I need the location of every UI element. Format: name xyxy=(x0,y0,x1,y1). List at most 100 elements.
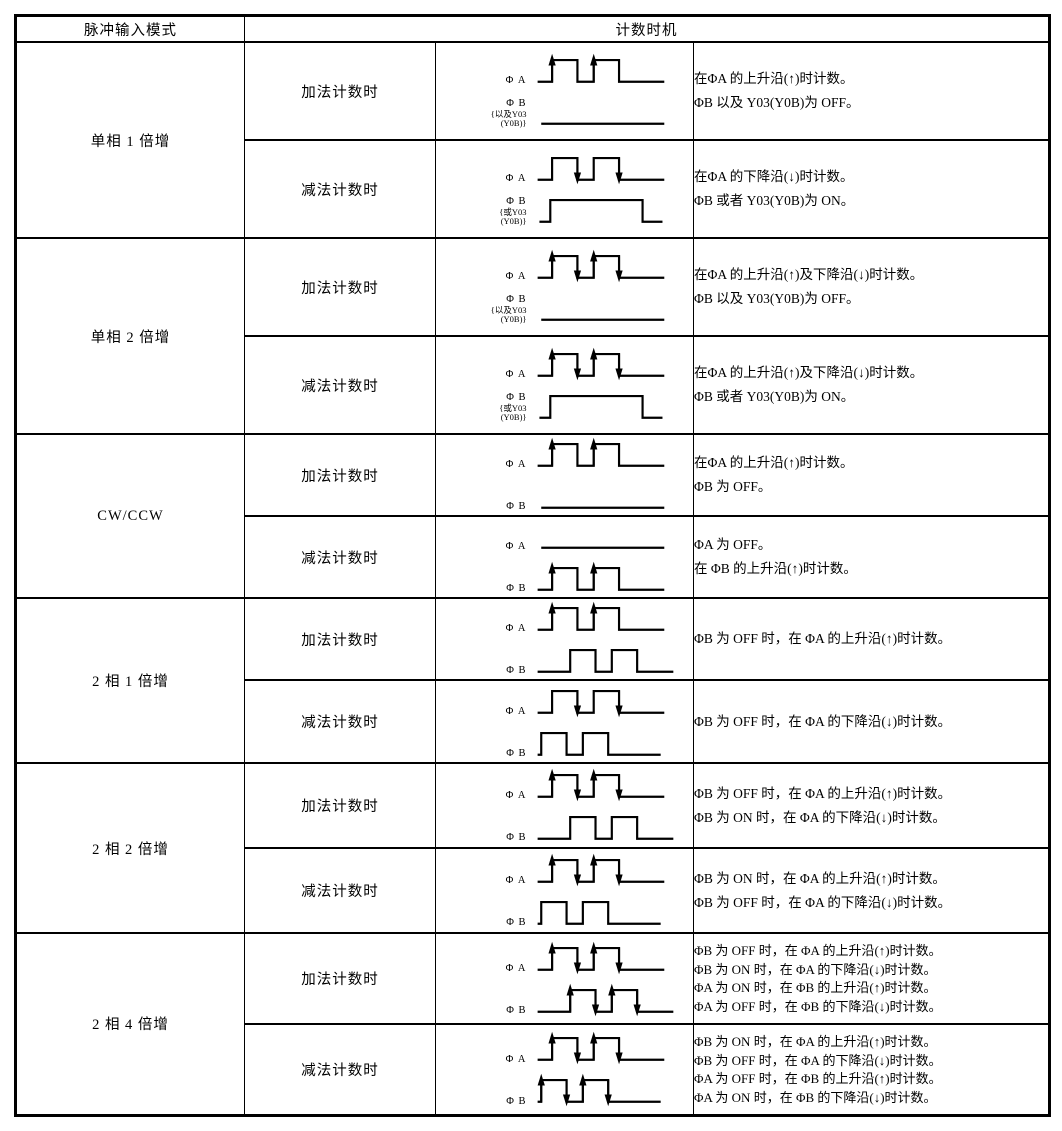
count-direction-cell: 减法计数时 xyxy=(244,515,436,599)
waveform-box: Φ A Φ B xyxy=(437,436,693,514)
phiA-label: Φ A xyxy=(439,1054,530,1066)
description-line: ΦB 为 ON 时，在 ΦA 的下降沿(↓)时计数。 xyxy=(694,961,937,977)
waveform-box: Φ A Φ B xyxy=(437,766,693,846)
phiB-label: Φ B xyxy=(439,748,530,760)
phiA-label: Φ A xyxy=(439,875,530,887)
table-row: 减法计数时 Φ A Φ B {或Y03 (Y0B)} 在ΦA 的下降沿(↓)时计数。 ΦB … xyxy=(16,139,1051,239)
waveform-cell: Φ A Φ B {以及Y03 (Y0B)} xyxy=(435,41,694,141)
count-direction-cell: 减法计数时 xyxy=(244,1023,436,1116)
description-line: ΦB 为 OFF 时，在 ΦA 的上升沿(↑)时计数。 xyxy=(694,785,952,801)
phiA-label: Φ A xyxy=(439,459,530,471)
waveform-row: Φ B xyxy=(439,981,691,1019)
signal-subname: {以及Y03 xyxy=(490,108,527,119)
description-cell: 在ΦA 的上升沿(↑)时计数。 ΦB 为 OFF。 xyxy=(692,433,1051,517)
description-line: ΦB 为 OFF 时，在 ΦA 的上升沿(↑)时计数。 xyxy=(694,631,952,646)
description-line: ΦB 或者 Y03(Y0B)为 ON。 xyxy=(694,389,855,404)
description-cell: 在ΦA 的上升沿(↑)及下降沿(↓)时计数。 ΦB 或者 Y03(Y0B)为 ON… xyxy=(692,335,1051,435)
waveform-row: Φ A xyxy=(439,1029,691,1067)
description-line: 在ΦA 的上升沿(↑)及下降沿(↓)时计数。 xyxy=(694,267,924,282)
count-direction-cell: 减法计数时 xyxy=(244,679,436,764)
waveform-row: Φ A xyxy=(439,247,691,285)
signal-name: Φ A xyxy=(505,789,527,801)
count-direction-cell: 减法计数时 xyxy=(244,139,436,239)
phiB-label: Φ B xyxy=(439,501,530,513)
description-line: ΦB 为 ON 时，在 ΦA 的上升沿(↑)时计数。 xyxy=(694,1034,937,1049)
description-line: ΦB 为 OFF 时，在 ΦA 的下降沿(↓)时计数。 xyxy=(694,1052,942,1068)
description-line: ΦA 为 OFF 时，在 ΦB 的下降沿(↓)时计数。 xyxy=(694,998,942,1014)
phiB-label: Φ B xyxy=(439,832,530,844)
description-line: ΦB 为 OFF 时，在 ΦA 的上升沿(↑)时计数。 xyxy=(694,943,942,959)
phiB-label: Φ B xyxy=(439,583,530,595)
mode-cell: 单相 2 倍增 xyxy=(15,237,245,435)
phiA-waveform xyxy=(537,941,664,974)
phiA-waveform xyxy=(537,53,664,83)
phiA-waveform xyxy=(537,1031,664,1065)
description-cell: ΦB 为 OFF 时，在 ΦA 的上升沿(↑)时计数。 ΦB 为 ON 时，在 Φ… xyxy=(692,762,1051,849)
header-row: 脉冲输入模式 计数时机 xyxy=(15,14,1051,43)
signal-subname: (Y0B)} xyxy=(500,314,527,325)
signal-name: Φ A xyxy=(505,1053,527,1065)
waveform-cell: Φ A Φ B xyxy=(435,1023,694,1116)
signal-subname: (Y0B)} xyxy=(500,118,527,129)
waveform-row: Φ A xyxy=(439,149,691,187)
waveform-row: Φ B xyxy=(439,1071,691,1109)
phiB-waveform xyxy=(538,394,662,419)
waveform-cell: Φ A Φ B {或Y03 (Y0B)} xyxy=(435,335,694,435)
signal-name: Φ A xyxy=(505,874,527,886)
count-direction-cell: 加法计数时 xyxy=(244,932,436,1025)
phiB-waveform xyxy=(540,318,664,321)
waveform-row: Φ A xyxy=(439,766,691,804)
description-line: ΦB 为 ON 时，在 ΦA 的上升沿(↑)时计数。 xyxy=(694,870,946,886)
description-line: ΦB 为 OFF 时，在 ΦA 的下降沿(↓)时计数。 xyxy=(694,713,952,729)
phiA-waveform xyxy=(537,156,664,185)
description-cell: ΦB 为 ON 时，在 ΦA 的上升沿(↑)时计数。 ΦB 为 OFF 时，在 Φ… xyxy=(692,847,1051,934)
signal-name: Φ B xyxy=(506,665,527,677)
phiB-waveform xyxy=(540,122,664,125)
waveform-row: Φ A xyxy=(439,436,691,473)
count-direction-cell: 加法计数时 xyxy=(244,433,436,517)
signal-name: Φ B xyxy=(506,1004,527,1016)
phiB-label: Φ B xyxy=(439,1096,530,1108)
waveform-box: Φ A Φ B xyxy=(437,682,693,761)
description-cell: ΦB 为 OFF 时，在 ΦA 的下降沿(↓)时计数。 xyxy=(692,679,1051,764)
description-line: ΦB 为 OFF。 xyxy=(694,479,772,494)
waveform-box: Φ A Φ B xyxy=(437,939,693,1019)
phiA-label: Φ A xyxy=(439,706,530,718)
signal-name: Φ B xyxy=(506,98,527,110)
waveform-row: Φ B xyxy=(439,893,691,931)
phiB-waveform xyxy=(538,198,662,223)
waveform-row: Φ A xyxy=(439,682,691,720)
signal-name: Φ A xyxy=(505,623,527,635)
waveform-cell: Φ A Φ B xyxy=(435,433,694,517)
waveform-box: Φ A Φ B xyxy=(437,600,693,678)
waveform-cell: Φ A Φ B xyxy=(435,847,694,934)
phiB-waveform xyxy=(537,815,673,840)
waveform-cell: Φ A Φ B xyxy=(435,762,694,849)
signal-name: Φ B xyxy=(506,747,527,759)
phiB-label: Φ B xyxy=(439,1005,530,1017)
phiB-label: Φ B {或Y03 (Y0B)} xyxy=(439,392,530,423)
header-count-timing: 计数时机 xyxy=(243,14,1051,43)
phiA-label: Φ A xyxy=(439,369,530,381)
description-line: 在ΦA 的上升沿(↑)时计数。 xyxy=(694,71,854,86)
mode-cell: 2 相 2 倍增 xyxy=(15,762,245,934)
description-line: 在ΦA 的上升沿(↑)及下降沿(↓)时计数。 xyxy=(694,365,924,380)
count-direction-cell: 加法计数时 xyxy=(244,597,436,681)
signal-name: Φ A xyxy=(505,75,527,87)
phiA-waveform xyxy=(537,689,664,717)
waveform-row: Φ A xyxy=(439,518,691,555)
signal-name: Φ A xyxy=(505,962,527,974)
waveform-row: Φ B xyxy=(439,808,691,846)
waveform-box: Φ A Φ B {或Y03 (Y0B)} xyxy=(437,149,693,229)
table-row: 2 相 1 倍增 加法计数时 Φ A Φ B ΦB 为 OFF 时，在 ΦA 的上升沿(… xyxy=(15,597,1051,764)
waveform-cell: Φ A Φ B xyxy=(435,515,694,599)
signal-name: Φ A xyxy=(505,369,527,381)
signal-name: Φ A xyxy=(505,271,527,283)
header-pulse-input-mode: 脉冲输入模式 xyxy=(15,14,245,43)
phiA-label: Φ A xyxy=(439,541,530,553)
phiB-label: Φ B xyxy=(439,665,530,677)
